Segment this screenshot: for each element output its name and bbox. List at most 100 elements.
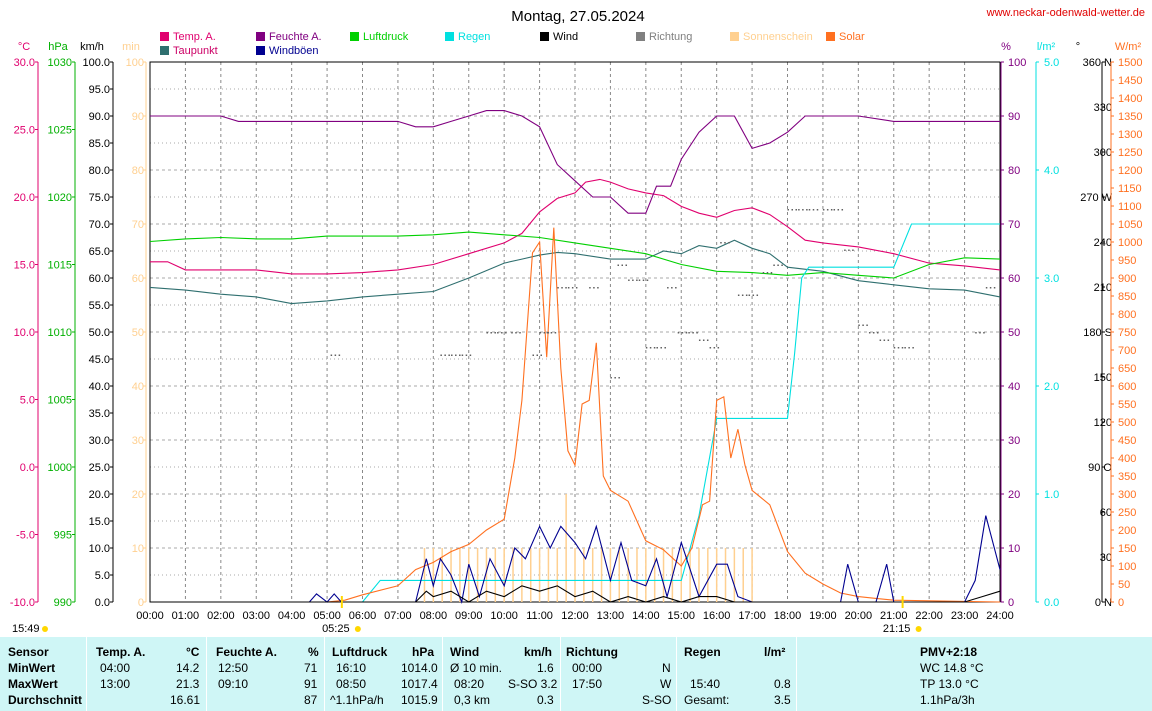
direction-point	[728, 242, 730, 244]
direction-point	[459, 354, 461, 356]
left-axis-tick-label: 100	[126, 57, 144, 69]
legend-item: Wind	[540, 31, 578, 43]
time-label: 02:00	[207, 610, 235, 622]
right-axis-tick-label: 50	[1118, 579, 1130, 591]
website-link[interactable]: www.neckar-odenwald-wetter.de	[986, 7, 1145, 19]
left-axis-tick-label: 10	[132, 543, 144, 555]
direction-point	[692, 332, 694, 334]
direction-point	[908, 347, 910, 349]
series-line-wind	[150, 585, 1001, 603]
direction-point	[554, 332, 557, 334]
legend-item: Sonnenschein	[730, 31, 813, 43]
time-label: 08:00	[420, 610, 448, 622]
time-label: 21:00	[880, 610, 908, 622]
temp-header: Temp. A.	[96, 645, 146, 659]
direction-point	[505, 332, 507, 334]
right-axis-tick-label: 120	[1094, 417, 1112, 429]
right-axis-tick-label: 900	[1118, 273, 1136, 285]
right-axis-tick-label: 40	[1008, 381, 1020, 393]
direction-point	[983, 332, 985, 334]
legend-swatch	[160, 32, 169, 41]
direction-point	[636, 279, 638, 281]
right-axis-tick-label: 60	[1008, 273, 1020, 285]
direction-point	[912, 347, 914, 349]
time-label: 12:00	[561, 610, 589, 622]
feuchte-min: 71	[304, 661, 318, 675]
temp-unit: °C	[186, 645, 200, 659]
left-axis-tick-label: 90	[132, 111, 144, 123]
right-axis-tick-label: 0 N	[1095, 597, 1112, 609]
time-label: 13:00	[597, 610, 625, 622]
legend-item: Luftdruck	[350, 31, 408, 43]
legend-label: Windböen	[269, 45, 319, 57]
direction-point	[532, 354, 534, 356]
direction-point	[515, 332, 517, 334]
right-axis-tick-label: 330	[1094, 102, 1112, 114]
legend-item: Regen	[445, 31, 490, 43]
legend-swatch	[160, 46, 169, 55]
left-axis-tick-label: 25.0	[14, 125, 35, 137]
left-axis-tick-label: 30.0	[89, 435, 110, 447]
left-axis-tick-label: 1030	[48, 57, 72, 69]
right-axis-tick-label: 1100	[1118, 201, 1142, 213]
temp-min: 14.2	[176, 661, 200, 675]
direction-point	[618, 377, 620, 379]
direction-point	[887, 339, 890, 341]
direction-point	[338, 354, 341, 356]
left-axis-tick-label: -10.0	[10, 597, 35, 609]
direction-point	[876, 332, 879, 334]
regen-max-time: 15:40	[690, 677, 721, 691]
direction-point	[617, 264, 619, 266]
time-label: 11:00	[526, 610, 553, 622]
direction-point	[575, 287, 578, 289]
direction-point	[993, 287, 996, 289]
legend-item: Feuchte A.	[256, 31, 322, 43]
left-axis-tick-label: 1010	[48, 327, 72, 339]
direction-point	[628, 279, 630, 281]
direction-point	[741, 294, 744, 296]
direction-point	[698, 339, 701, 341]
direction-point	[822, 209, 825, 211]
luftdruck-min-time: 16:10	[336, 661, 367, 675]
left-axis-tick-label: 65.0	[89, 246, 110, 258]
left-axis-tick-label: 50	[132, 327, 144, 339]
left-axis-tick-label: 70	[132, 219, 144, 231]
direction-point	[862, 324, 864, 326]
direction-point	[852, 249, 854, 251]
right-axis-tick-label: 90	[1008, 111, 1020, 123]
left-axis-tick-label: 60	[132, 273, 144, 285]
direction-point	[893, 347, 896, 349]
right-axis-unit: W/m²	[1115, 41, 1142, 53]
right-axis-tick-label: 450	[1118, 435, 1136, 447]
left-axis-tick-label: 60.0	[89, 273, 110, 285]
direction-point	[709, 347, 712, 349]
legend-swatch	[826, 32, 835, 41]
direction-point	[752, 294, 755, 296]
direction-point	[638, 279, 641, 281]
left-axis-tick-label: 1005	[48, 395, 72, 407]
direction-point	[646, 279, 649, 281]
right-axis-tick-label: 800	[1118, 309, 1136, 321]
time-label: 15:00	[667, 610, 695, 622]
left-axis-tick-label: 5.0	[95, 570, 110, 582]
direction-point	[844, 249, 846, 251]
direction-point	[745, 294, 748, 296]
right-axis-tick-label: 1450	[1118, 75, 1142, 87]
left-axis-tick-label: 0.0	[20, 462, 35, 474]
chart-series	[149, 110, 1001, 604]
direction-point	[557, 287, 559, 289]
legend-swatch	[256, 32, 265, 41]
right-axis-tick-label: 1.0	[1044, 489, 1059, 501]
time-label: 19:00	[809, 610, 837, 622]
left-axis-tick-label: 75.0	[89, 192, 110, 204]
time-axis: 00:00 01:00 02:00 03:00 04:00 05:00 06:00 07:00…	[12, 596, 1014, 635]
direction-point	[762, 272, 765, 274]
direction-point	[989, 287, 992, 289]
right-axis-tick-label: 300	[1118, 489, 1136, 501]
left-axis-tick-label: 1020	[48, 192, 72, 204]
richtung-max: W	[660, 677, 672, 691]
right-axis-tick-label: 0	[1118, 597, 1124, 609]
sunrise-time: 05:25	[322, 623, 350, 635]
legend-label: Sonnenschein	[743, 31, 813, 43]
left-axis-unit: °C	[18, 41, 30, 53]
